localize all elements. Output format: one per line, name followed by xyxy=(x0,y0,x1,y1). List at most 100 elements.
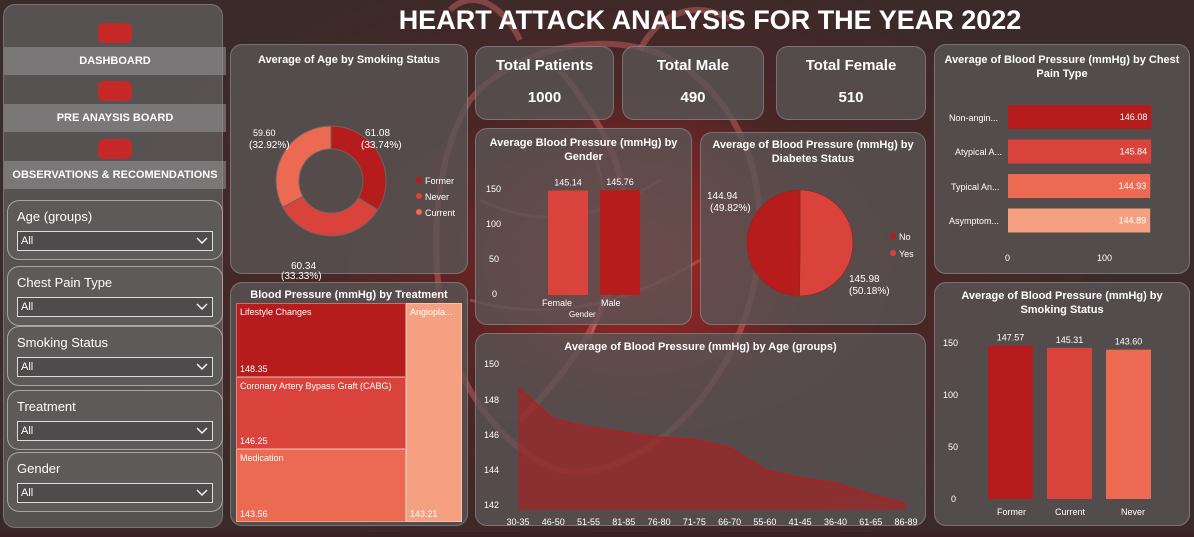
kpi-value: 510 xyxy=(838,89,864,106)
hbar-2[interactable] xyxy=(1008,139,1152,164)
x-tick: 61-65 xyxy=(859,517,882,527)
data-label: (33.74%) xyxy=(361,140,402,151)
data-label: (32.92%) xyxy=(249,140,290,151)
x-tick: 86-89 xyxy=(894,517,917,527)
nav-observations[interactable]: OBSERVATIONS & RECOMENDATIONS xyxy=(4,161,226,189)
y-tick: 150 xyxy=(484,359,499,369)
kpi-total-female: Total Female 510 xyxy=(776,46,926,120)
x-tick: 36-40 xyxy=(824,517,847,527)
y-tick: Non-angin... xyxy=(949,113,998,123)
chart-title: Average of Blood Pressure (mmHg) by Smok… xyxy=(961,290,1163,316)
bar-value-label: 145.31 xyxy=(1056,335,1084,345)
legend-swatch xyxy=(416,177,422,183)
chevron-down-icon xyxy=(196,489,208,496)
x-tick: 71-75 xyxy=(683,517,706,527)
filter-label: Gender xyxy=(17,461,61,476)
data-label: 144.94 xyxy=(707,191,738,202)
chevron-down-icon xyxy=(196,427,208,434)
x-tick: 66-70 xyxy=(718,517,741,527)
dropdown-value: All xyxy=(21,301,34,313)
kpi-label: Total Female xyxy=(805,57,897,74)
x-tick: 76-80 xyxy=(648,517,671,527)
bar-svg: 150 100 50 0 145.14 145.76 Female Male Ge… xyxy=(486,177,640,319)
y-tick: Asymptom... xyxy=(949,216,999,226)
chart-bp-by-age[interactable]: Average of Blood Pressure (mmHg) by Age … xyxy=(475,333,926,527)
chart-bp-by-diabetes[interactable]: Average of Blood Pressure (mmHg) by Diab… xyxy=(700,132,926,325)
filter-label: Age (groups) xyxy=(17,209,93,224)
treemap-tile[interactable]: Coronary Artery Bypass Graft (CABG) 146.… xyxy=(236,377,406,449)
x-tick: 81-85 xyxy=(612,517,635,527)
y-tick: 150 xyxy=(943,338,958,348)
kpi-value: 1000 xyxy=(527,89,562,106)
area-svg: 150 148 146 144 142 30-35 46-50 51-55 81-85… xyxy=(484,359,918,527)
data-label: (33.33%) xyxy=(281,271,322,282)
chart-bp-by-chest-pain[interactable]: Average of Blood Pressure (mmHg) by Ches… xyxy=(934,44,1190,274)
x-tick: Female xyxy=(542,298,572,308)
x-tick: Never xyxy=(1121,507,1145,517)
donut-slice-current[interactable] xyxy=(275,125,332,208)
kpi-value: 490 xyxy=(680,89,706,106)
bar-former[interactable] xyxy=(988,345,1033,499)
x-tick: Current xyxy=(1055,507,1086,517)
chart-bp-by-gender[interactable]: Average Blood Pressure (mmHg) by Gender … xyxy=(475,128,692,325)
x-tick: 100 xyxy=(1097,253,1112,263)
legend-swatch xyxy=(416,209,422,215)
bar-male[interactable] xyxy=(600,190,640,295)
y-tick: 150 xyxy=(486,184,501,194)
bar-never[interactable] xyxy=(1106,349,1151,499)
data-label: (50.18%) xyxy=(849,286,890,297)
x-tick: 55-60 xyxy=(753,517,776,527)
filter-label: Smoking Status xyxy=(17,335,109,350)
tile-label: Medication xyxy=(240,453,284,463)
pie-slice-no[interactable] xyxy=(746,189,801,297)
legend-label: Yes xyxy=(899,249,914,259)
dashboard-nav-icon[interactable] xyxy=(98,23,132,43)
dropdown-value: All xyxy=(21,487,34,499)
bar-svg: 150 100 50 0 147.57 145.31 143.60 Former C… xyxy=(943,333,1151,517)
treemap-tile[interactable]: Lifestyle Changes 148.35 xyxy=(236,303,406,377)
gender-dropdown[interactable]: All xyxy=(17,483,213,503)
area-fill xyxy=(518,387,906,510)
legend-swatch xyxy=(890,250,896,256)
pie-slice-yes[interactable] xyxy=(799,189,854,297)
pre-analysis-nav-icon[interactable] xyxy=(98,81,132,101)
tile-value: 148.35 xyxy=(240,364,268,374)
y-tick: Atypical A... xyxy=(955,147,1002,157)
bar-value-label: 146.08 xyxy=(1120,112,1148,122)
nav-dashboard[interactable]: DASHBOARD xyxy=(4,47,226,75)
tile-label: Coronary Artery Bypass Graft (CABG) xyxy=(240,381,392,391)
hbar-3[interactable] xyxy=(1008,174,1151,198)
filter-gender: Gender All xyxy=(7,452,223,512)
filter-label: Chest Pain Type xyxy=(17,275,113,290)
chart-title: Average of Blood Pressure (mmHg) by Ches… xyxy=(944,54,1180,80)
treatment-dropdown[interactable]: All xyxy=(17,421,213,441)
kpi-total-male: Total Male 490 xyxy=(622,46,764,120)
bar-female[interactable] xyxy=(548,190,588,295)
kpi-total-patients: Total Patients 1000 xyxy=(475,46,614,120)
chest-pain-dropdown[interactable]: All xyxy=(17,297,213,317)
chart-age-by-smoking[interactable]: Average of Age by Smoking Status 59.60 (… xyxy=(230,44,468,282)
dropdown-value: All xyxy=(21,425,34,437)
nav-pre-analysis[interactable]: PRE ANAYSIS BOARD xyxy=(4,104,226,132)
hbar-4[interactable] xyxy=(1008,208,1151,233)
filter-smoking-status: Smoking Status All xyxy=(7,326,223,386)
bar-value-label: 145.14 xyxy=(554,177,582,187)
hbar-1[interactable] xyxy=(1008,105,1152,129)
donut-slice-never[interactable] xyxy=(281,195,379,237)
chart-bp-by-treatment[interactable]: Blood Pressure (mmHg) by Treatment Lifes… xyxy=(230,282,468,526)
tile-label: Angiopla... xyxy=(410,307,453,317)
data-label: 59.60 xyxy=(253,128,276,138)
dropdown-value: All xyxy=(21,361,34,373)
age-groups-dropdown[interactable]: All xyxy=(17,231,213,251)
observations-nav-icon[interactable] xyxy=(98,139,132,159)
bar-current[interactable] xyxy=(1047,347,1092,499)
treemap-tile[interactable]: Angiopla... 143.21 xyxy=(406,303,462,522)
bar-value-label: 144.93 xyxy=(1119,181,1147,191)
treemap-tile[interactable]: Medication 143.56 xyxy=(236,449,406,522)
y-tick: 100 xyxy=(486,219,501,229)
data-label: 60.34 xyxy=(291,261,316,272)
chart-bp-by-smoking[interactable]: Average of Blood Pressure (mmHg) by Smok… xyxy=(934,282,1190,526)
legend-label: Current xyxy=(425,208,456,218)
chevron-down-icon xyxy=(196,303,208,310)
smoking-status-dropdown[interactable]: All xyxy=(17,357,213,377)
